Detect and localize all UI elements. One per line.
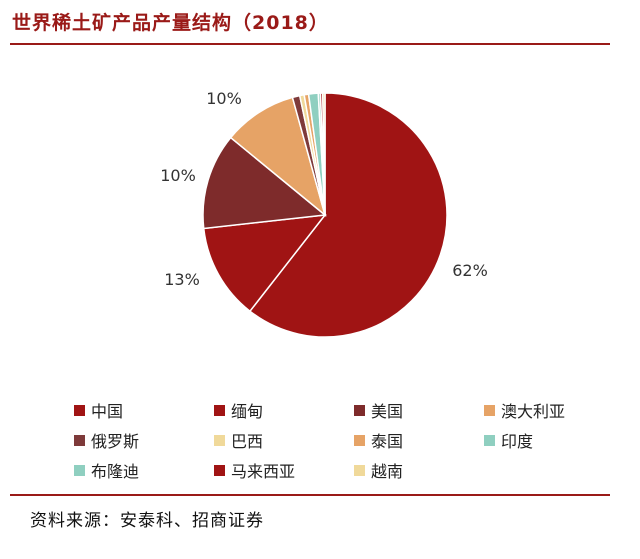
legend-item: 美国 <box>354 398 403 422</box>
legend-label: 越南 <box>371 462 404 481</box>
source-divider <box>10 494 610 496</box>
legend-label: 俄罗斯 <box>91 432 140 451</box>
pie-slice-0 <box>248 92 448 338</box>
pie-slice-1 <box>202 214 327 313</box>
legend-item: 俄罗斯 <box>74 428 139 452</box>
legend-item: 中国 <box>74 398 123 422</box>
legend-swatch <box>74 434 85 446</box>
chart-title: 世界稀土矿产品产量结构（2018） <box>12 12 329 34</box>
legend-swatch <box>214 434 225 446</box>
data-label-0: 62% <box>452 261 488 280</box>
legend-item: 印度 <box>484 428 533 452</box>
data-label-3: 10% <box>160 166 196 185</box>
legend-item: 巴西 <box>214 428 263 452</box>
legend-item: 越南 <box>354 458 403 482</box>
pie-chart: 62% 13% 10% 10% <box>160 89 488 338</box>
legend-label: 澳大利亚 <box>501 402 566 421</box>
legend-item: 缅甸 <box>214 398 263 422</box>
data-label-extra: 10% <box>206 89 242 108</box>
pie-slice-2 <box>202 136 327 230</box>
legend-label: 巴西 <box>231 432 264 451</box>
legend-label: 泰国 <box>371 432 404 451</box>
pie-slice-3 <box>229 96 327 218</box>
source-note: 资料来源：安泰科、招商证券 <box>30 511 264 531</box>
legend-label: 中国 <box>91 402 124 421</box>
legend-swatch <box>74 464 85 476</box>
legend-item: 泰国 <box>354 428 403 452</box>
legend-label: 美国 <box>371 402 404 421</box>
data-label-2: 13% <box>164 270 200 289</box>
title-divider <box>10 43 610 45</box>
pie-slice-10 <box>321 92 326 216</box>
legend-item: 澳大利亚 <box>484 398 565 422</box>
legend-swatch <box>214 464 225 476</box>
legend-swatch <box>354 464 365 476</box>
legend-label: 布隆迪 <box>91 462 140 481</box>
legend-label: 马来西亚 <box>231 462 296 481</box>
legend-swatch <box>354 434 365 446</box>
legend-swatch <box>484 404 495 416</box>
legend-label: 缅甸 <box>231 402 264 421</box>
legend-label: 印度 <box>501 432 534 451</box>
legend-item: 布隆迪 <box>74 458 139 482</box>
legend-swatch <box>354 404 365 416</box>
legend-swatch <box>74 404 85 416</box>
legend-item: 马来西亚 <box>214 458 295 482</box>
legend-swatch <box>214 404 225 416</box>
legend-swatch <box>484 434 495 446</box>
